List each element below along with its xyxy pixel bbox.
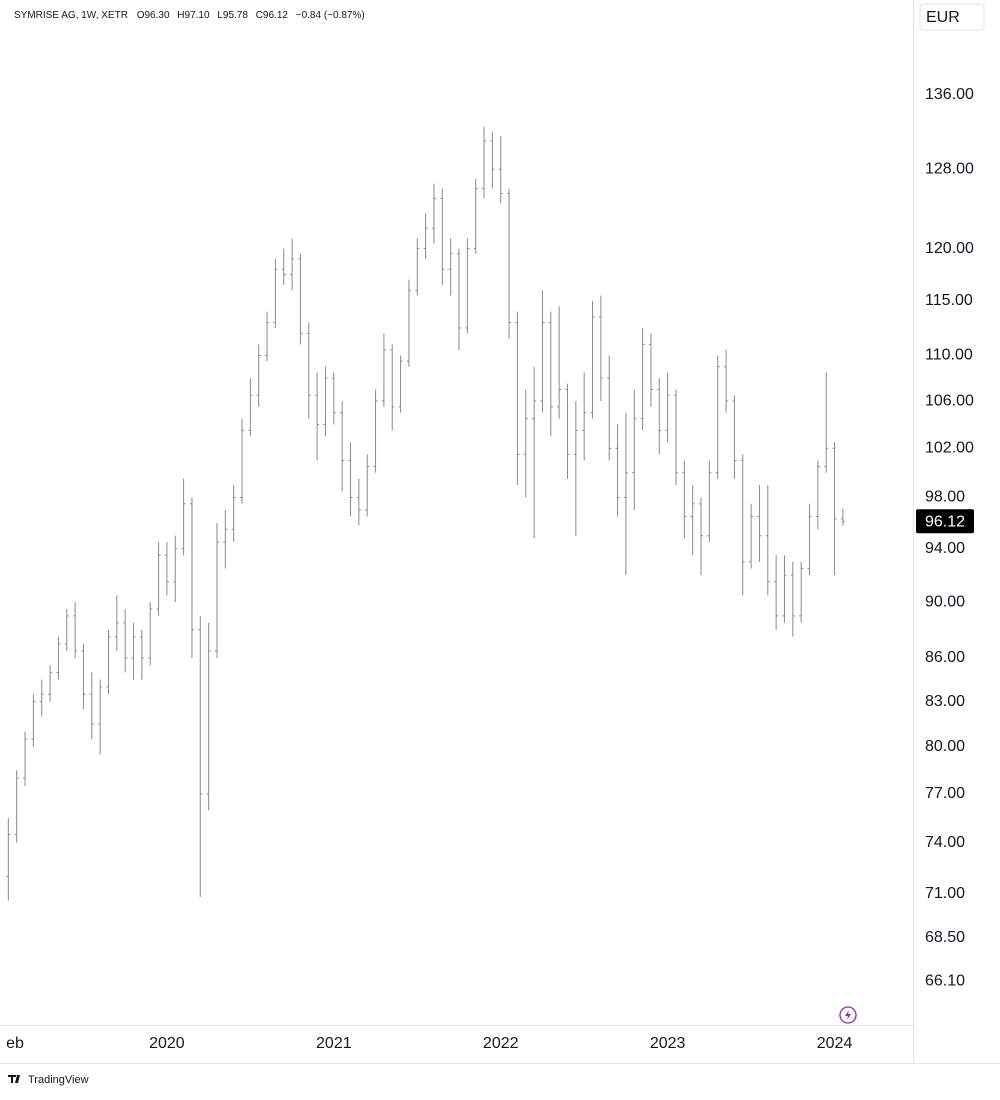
y-tick-label: 74.00 — [925, 834, 965, 851]
y-tick-label: 106.00 — [925, 392, 974, 409]
currency-box[interactable] — [919, 3, 985, 31]
x-tick-label: eb — [6, 1035, 24, 1052]
x-tick-label: 2024 — [817, 1035, 853, 1052]
y-tick-label: 83.00 — [925, 693, 965, 710]
y-tick-label: 86.00 — [925, 649, 965, 666]
symbol: SYMRISE AG, 1W, XETR — [14, 10, 128, 21]
header-low: L95.78 — [217, 10, 248, 21]
header: SYMRISE AG, 1W, XETR O96.30 H97.10 L95.7… — [14, 10, 365, 21]
last-price-label: 96.12 — [925, 514, 965, 531]
y-tick-label: 102.00 — [925, 440, 974, 457]
y-tick-label: 71.00 — [925, 885, 965, 902]
header-open: O96.30 — [137, 10, 170, 21]
header-close: C96.12 — [256, 10, 289, 21]
y-tick-label: 120.00 — [925, 240, 974, 257]
y-tick-label: 115.00 — [925, 292, 973, 309]
y-tick-label: 77.00 — [925, 785, 965, 802]
y-tick-label: 110.00 — [925, 347, 973, 364]
y-tick-label: 80.00 — [925, 738, 965, 755]
alert-bolt — [845, 1010, 851, 1020]
alert-icon[interactable] — [839, 1006, 857, 1024]
x-tick-label: 2023 — [650, 1035, 686, 1052]
y-tick-label: 98.00 — [925, 489, 965, 506]
y-tick-label: 66.10 — [925, 973, 965, 990]
y-tick-label: 128.00 — [925, 160, 974, 177]
header-change: −0.84 (−0.87%) — [296, 10, 365, 21]
brand: TradingView — [28, 1074, 89, 1086]
last-price-box — [916, 509, 974, 534]
y-tick-label: 90.00 — [925, 593, 965, 610]
currency: EUR — [926, 9, 960, 26]
x-tick-label: 2022 — [483, 1035, 519, 1052]
y-tick-label: 68.50 — [925, 929, 965, 946]
x-tick-label: 2020 — [149, 1035, 185, 1052]
y-tick-label: 94.00 — [925, 540, 965, 557]
brand-logo[interactable] — [8, 1075, 20, 1083]
header-high: H97.10 — [177, 10, 210, 21]
y-tick-label: 136.00 — [925, 86, 974, 103]
x-tick-label: 2021 — [316, 1035, 352, 1052]
